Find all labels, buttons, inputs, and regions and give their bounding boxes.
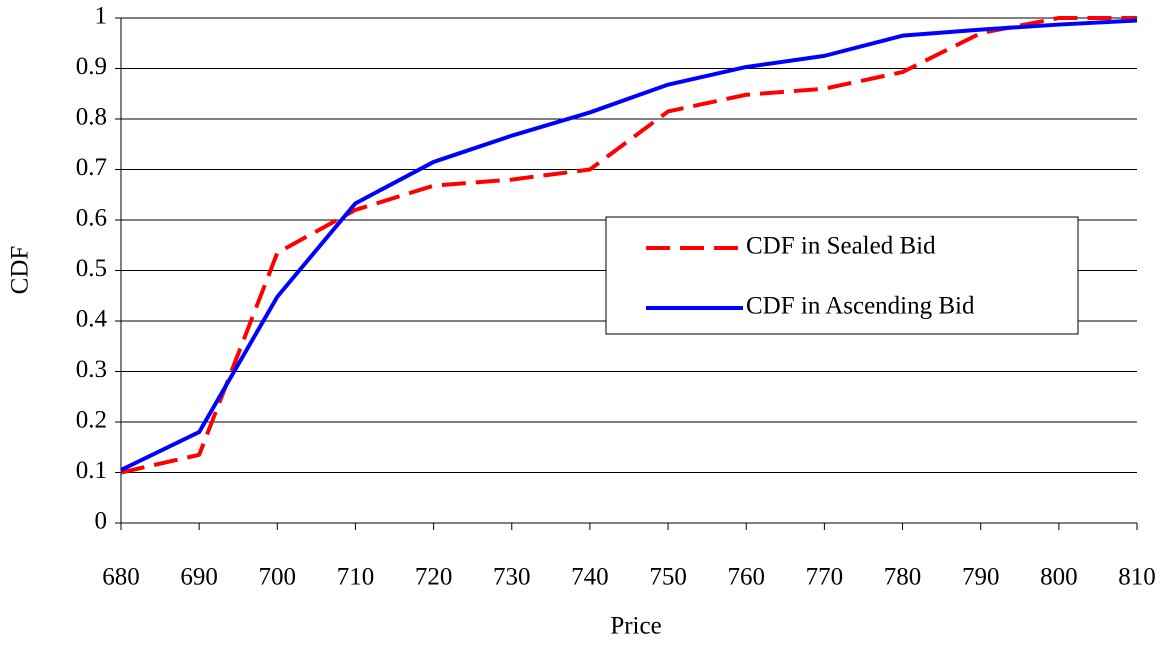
x-tick-label: 710: [337, 564, 375, 591]
data-line: [120, 18, 1138, 472]
x-tick-label: 750: [649, 564, 687, 591]
legend-box: [605, 216, 1079, 335]
x-tick-label: 800: [1040, 564, 1078, 591]
x-tick-label: 760: [727, 564, 765, 591]
y-tick-label: 0.2: [76, 407, 107, 434]
x-tick-label: 680: [102, 564, 140, 591]
y-tick-label: 0.4: [76, 306, 108, 333]
y-tick-label: 0.1: [76, 457, 107, 484]
x-tick-label: 790: [962, 564, 1000, 591]
x-tick-label: 730: [493, 564, 531, 591]
y-tick-label: 0: [95, 508, 108, 535]
x-tick-label: 780: [884, 564, 922, 591]
x-tick-label: 720: [415, 564, 453, 591]
x-tick-label: 740: [571, 564, 609, 591]
data-line: [120, 16, 1137, 475]
x-tick-label: 700: [259, 564, 297, 591]
y-tick-label: 0.6: [76, 205, 107, 232]
y-tick-label: 0.3: [76, 356, 107, 383]
y-tick-label: 0.7: [76, 154, 107, 181]
y-axis-label: CDF: [7, 246, 34, 295]
y-tick-label: 0.8: [76, 104, 107, 131]
y-tick-label: 0.9: [76, 53, 107, 80]
x-tick-label: 770: [806, 564, 844, 591]
x-tick-label: 810: [1118, 564, 1156, 591]
legend-label: CDF in Ascending Bid: [746, 293, 975, 320]
y-tick-label: 0.5: [76, 255, 107, 282]
y-tick-label: 1: [95, 3, 108, 30]
x-tick-label: 690: [180, 564, 218, 591]
legend-label: CDF in Sealed Bid: [746, 233, 936, 260]
x-axis-label: Price: [610, 613, 661, 640]
